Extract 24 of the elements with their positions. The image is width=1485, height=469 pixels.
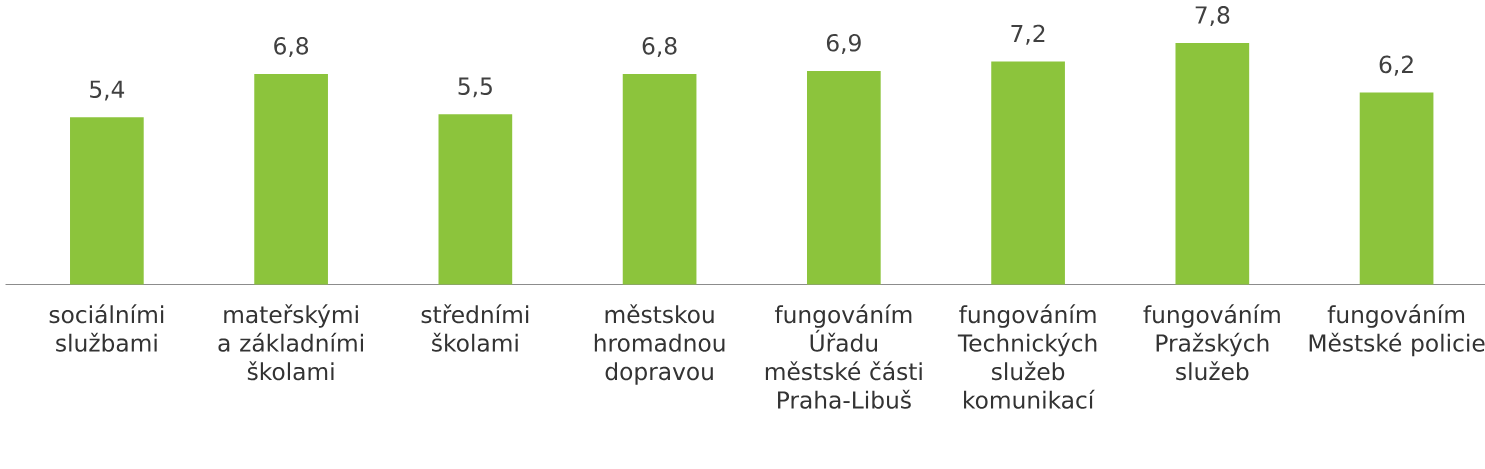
data-label: 7,8 bbox=[1195, 6, 1230, 27]
x-tick-label: středními školami bbox=[421, 304, 529, 352]
data-label: 5,4 bbox=[90, 80, 125, 101]
bar bbox=[991, 61, 1065, 285]
x-tick-label: fungováním Úřadu městské části Praha-Libuš bbox=[765, 304, 922, 409]
bar bbox=[254, 74, 328, 285]
bar bbox=[622, 74, 697, 285]
data-label: 5,5 bbox=[458, 77, 492, 98]
data-label: 6,2 bbox=[1379, 55, 1413, 76]
bar bbox=[438, 114, 513, 285]
bar bbox=[1359, 92, 1434, 285]
data-label: 6,8 bbox=[274, 37, 309, 58]
bar bbox=[807, 71, 881, 285]
x-tick-label: fungováním Pražských služeb bbox=[1143, 304, 1280, 381]
data-label: 6,9 bbox=[826, 34, 861, 55]
x-tick-label: fungováním Městské policie bbox=[1309, 304, 1485, 357]
bar bbox=[1175, 43, 1250, 285]
bar bbox=[70, 117, 144, 285]
data-label: 6,8 bbox=[642, 37, 677, 58]
x-tick-label: mateřskými a základními školami bbox=[218, 304, 363, 381]
data-label: 7,2 bbox=[1011, 24, 1045, 45]
x-tick-label: městskou hromadnou dopravou bbox=[594, 304, 725, 385]
x-tick-label: fungováním Technických služeb komunikací bbox=[957, 304, 1097, 409]
x-tick-label: sociálními službami bbox=[49, 304, 164, 352]
